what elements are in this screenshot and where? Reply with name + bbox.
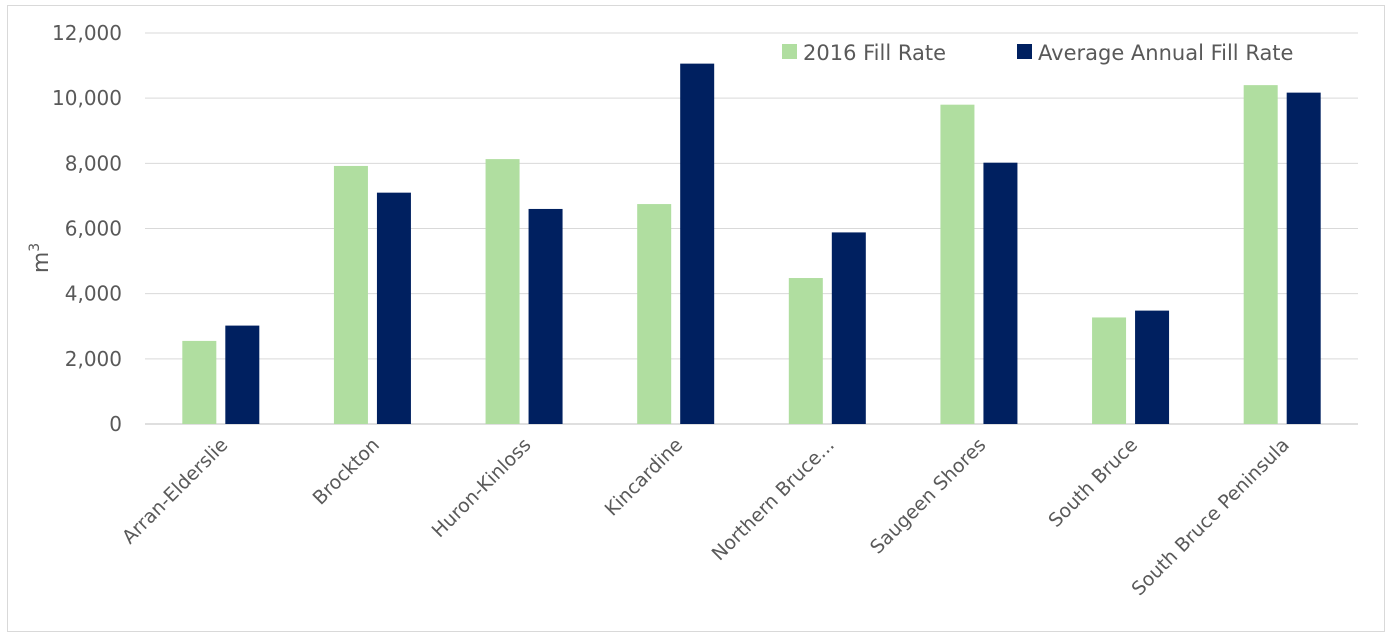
- bar-2016-fill-rate: [182, 340, 217, 424]
- y-tick-label: 10,000: [52, 86, 122, 110]
- x-category-label: South Bruce Peninsula: [1128, 434, 1294, 600]
- y-tick-label: 0: [109, 412, 122, 436]
- bar-2016-fill-rate: [940, 104, 975, 424]
- bar-average-annual-fill-rate: [831, 232, 866, 424]
- bar-average-annual-fill-rate: [1286, 92, 1321, 424]
- bar-2016-fill-rate: [637, 204, 672, 424]
- bar-average-annual-fill-rate: [376, 192, 411, 424]
- y-tick-label: 8,000: [65, 151, 122, 175]
- legend-label-2016-fill-rate: 2016 Fill Rate: [803, 41, 946, 65]
- x-category-label: Brockton: [309, 434, 384, 509]
- x-category-label: Kincardine: [601, 434, 688, 521]
- bar-average-annual-fill-rate: [528, 208, 563, 424]
- bar-2016-fill-rate: [333, 165, 368, 424]
- bar-average-annual-fill-rate: [225, 325, 260, 424]
- y-tick-label: 2,000: [65, 347, 122, 371]
- gridlines: [145, 32, 1358, 425]
- legend-swatch-2016-fill-rate: [782, 44, 797, 59]
- y-axis-title-superscript: 3: [27, 243, 43, 252]
- bar-2016-fill-rate: [1092, 317, 1127, 424]
- bar-2016-fill-rate: [485, 159, 520, 424]
- x-axis-category-labels: Arran-Elderslie Brockton Huron-Kinloss Kinc…: [118, 434, 1294, 600]
- y-axis-tick-labels: 0 2,000 4,000 6,000 8,000 10,000 12,000: [52, 21, 122, 436]
- y-tick-label: 6,000: [65, 217, 122, 241]
- x-category-label: South Bruce: [1044, 434, 1142, 532]
- bar-2016-fill-rate: [1243, 85, 1278, 424]
- y-tick-label: 4,000: [65, 282, 122, 306]
- legend: 2016 Fill Rate Average Annual Fill Rate: [782, 41, 1293, 65]
- x-category-label: Northern Bruce...: [708, 434, 839, 565]
- bar-2016-fill-rate: [788, 278, 823, 424]
- y-axis-title-unit: m: [29, 252, 54, 273]
- y-tick-label: 12,000: [52, 21, 122, 45]
- legend-swatch-average-annual-fill-rate: [1017, 44, 1032, 59]
- legend-label-average-annual-fill-rate: Average Annual Fill Rate: [1038, 41, 1293, 65]
- bar-average-annual-fill-rate: [983, 162, 1018, 424]
- x-category-label: Huron-Kinloss: [428, 434, 536, 542]
- bars: [182, 63, 1321, 425]
- x-category-label: Arran-Elderslie: [118, 434, 232, 548]
- y-axis-title: m3: [27, 243, 54, 273]
- bar-average-annual-fill-rate: [680, 63, 715, 425]
- x-category-label: Saugeen Shores: [866, 434, 990, 558]
- bar-average-annual-fill-rate: [1135, 310, 1170, 424]
